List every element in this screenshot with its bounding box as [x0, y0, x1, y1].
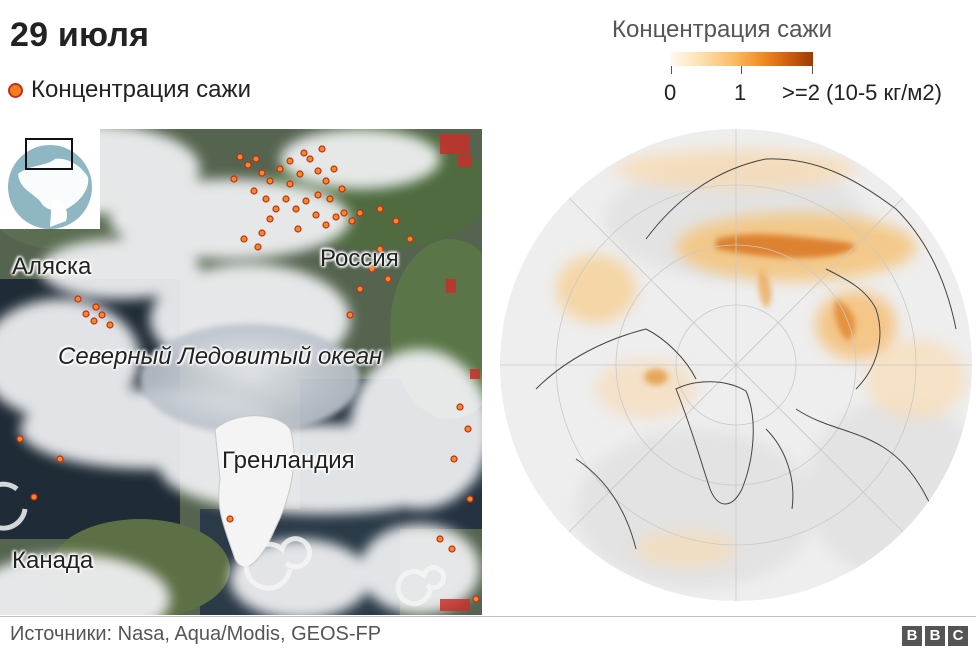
label-alaska: Аляска: [12, 253, 92, 280]
concentration-scale-bar: [671, 52, 813, 66]
bbc-logo: B B C: [902, 626, 968, 646]
label-russia: Россия: [320, 245, 399, 272]
scale-tick-0: [671, 66, 672, 74]
scale-title: Концентрация сажи: [612, 16, 832, 43]
fire-legend: Концентрация сажи: [8, 76, 251, 104]
soot-concentration-map: [496, 129, 976, 609]
footer-divider: [0, 616, 976, 617]
fire-legend-label: Концентрация сажи: [31, 76, 251, 103]
label-greenland: Гренландия: [222, 447, 355, 474]
bbc-logo-letter: B: [925, 626, 945, 646]
scale-tick-1: [741, 66, 742, 74]
polar-projection: [500, 129, 972, 601]
bbc-logo-letter: B: [902, 626, 922, 646]
scale-label-1: 1: [734, 80, 747, 105]
bbc-logo-letter: C: [948, 626, 968, 646]
scale-label-2: >=2 (10-5 кг/м2): [782, 80, 942, 105]
fire-dot-icon: [8, 82, 23, 98]
scale-tick-2: [812, 66, 813, 74]
footer-source: Источники: Nasa, Aqua/Modis, GEOS-FP: [10, 623, 382, 645]
satellite-image: [0, 129, 482, 615]
scale-label-0: 0: [664, 80, 677, 105]
label-arctic-ocean: Северный Ледовитый океан: [58, 343, 383, 370]
inset-globe: [0, 129, 100, 229]
label-canada: Канада: [12, 547, 94, 574]
satellite-map: Аляска Россия Северный Ледовитый океан Г…: [0, 129, 482, 615]
page-title: 29 июля: [10, 16, 150, 54]
